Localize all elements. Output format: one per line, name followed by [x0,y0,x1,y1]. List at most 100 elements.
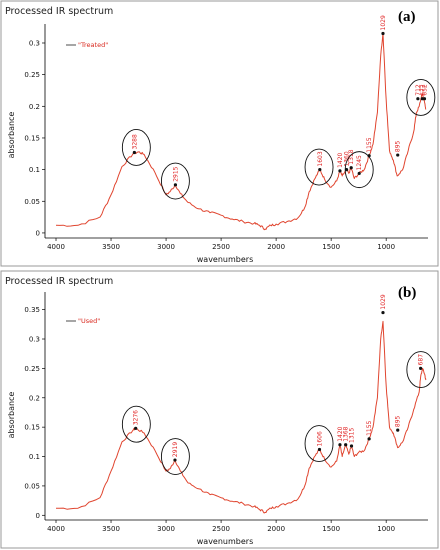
plot-area: 0 0.05 0.1 0.15 0.2 0.25 0.3 0.35 4000 3500 3000 25… [24,292,436,533]
y-tick-label: 0.3 [29,39,40,47]
y-tick-label: 0.05 [24,198,40,206]
peak-marker [317,447,322,452]
peak-label: 1318 [348,149,355,164]
peak-marker [349,444,354,448]
x-tick-label: 4000 [47,525,65,533]
x-axis-label: wavenumbers [197,255,254,264]
peak-marker [422,97,427,101]
peak-label: 672 [419,84,426,96]
x-tick-label: 1500 [322,525,340,533]
peak-marker [338,169,342,173]
x-tick-label: 3500 [102,525,120,533]
peak-marker [318,168,322,172]
peak-marker [173,183,178,187]
y-tick-label: 0.3 [29,336,40,344]
peak-label: 1368 [343,426,350,441]
peak-label: 895 [395,415,402,427]
peak-label: 1245 [356,155,363,170]
x-tick-label: 2000 [267,525,285,533]
y-tick-label: 0.35 [24,306,40,314]
peak-circle [304,148,334,186]
peak-label: 2919 [172,442,179,457]
peak-marker [338,443,342,447]
peak-circle [304,425,334,463]
x-axis-label: wavenumbers [197,537,254,546]
x-tick-label: 2500 [212,243,230,251]
spectrum-line [55,320,427,514]
peak-circle [160,162,190,200]
peak-label: 1606 [317,431,324,446]
peak-marker [381,31,385,36]
plot-area: 0 0.05 0.1 0.15 0.2 0.25 0.3 4000 3500 3000 2500 20… [24,15,436,251]
peak-label: 1155 [366,137,373,152]
peak-marker [349,166,353,170]
peak-marker [367,437,371,441]
peak-marker [419,366,423,370]
x-tick-label: 3000 [157,243,175,251]
y-axis-label: absorbance [7,112,16,159]
peak-circle [406,351,436,389]
peak-marker [416,97,420,101]
peak-marker [132,150,136,155]
y-tick-label: 0 [36,512,40,520]
peak-label: 1360 [344,151,351,166]
peak-label: 1029 [380,15,387,30]
peak-marker [420,97,424,101]
panel-title: Processed IR spectrum [5,276,113,287]
x-tick-label: 2500 [212,525,230,533]
x-tick-label: 2000 [267,243,285,251]
spectrum-panel-treated: Processed IR spectrum (a) "Treated" wave… [0,0,439,267]
panel-title: Processed IR spectrum [5,6,113,17]
peak-label: 687 [418,354,425,366]
peak-label: 3276 [133,410,140,425]
y-axis-label: absorbance [7,392,16,439]
peak-marker [381,310,385,315]
panel-label: (b) [398,285,416,301]
peak-label: 2915 [172,166,179,181]
spectrum-panel-used: Processed IR spectrum (b) "Used" wavenum… [0,270,439,549]
peak-marker [344,168,349,172]
y-tick-label: 0.1 [29,453,40,461]
peak-marker [357,171,361,176]
peak-label: 1420 [337,426,344,441]
x-tick-label: 1500 [322,243,340,251]
x-tick-label: 1000 [377,243,395,251]
peak-marker [396,153,400,157]
peak-marker [134,426,138,430]
peak-marker [173,458,177,462]
y-tick-label: 0.25 [24,365,40,373]
peak-marker [396,428,400,432]
peak-circle [121,405,151,443]
y-tick-label: 0.2 [29,394,40,402]
peak-circle [406,78,436,116]
y-tick-label: 0 [36,229,40,237]
y-tick-label: 0.15 [24,134,40,142]
y-tick-label: 0.1 [29,166,40,174]
x-tick-label: 4000 [47,243,65,251]
y-tick-label: 0.25 [24,71,40,79]
x-tick-label: 3000 [157,525,175,533]
peak-label: 1155 [366,420,373,435]
peak-label: 712 [415,84,422,96]
panel-frame [0,270,439,549]
x-tick-label: 3500 [102,243,120,251]
y-tick-label: 0.15 [24,424,40,432]
legend-entry: "Treated" [78,41,108,49]
peak-label: 3288 [131,134,138,149]
y-tick-label: 0.05 [24,482,40,490]
peak-label: 1603 [317,151,324,166]
panel-label: (a) [398,9,416,25]
peak-label: 895 [395,140,402,152]
peak-label: 652 [422,84,429,96]
peak-circle [121,129,151,166]
legend-entry: "Used" [78,317,100,325]
peak-circle [344,151,374,189]
x-tick-label: 1000 [377,525,395,533]
peak-marker [344,443,348,447]
y-tick-label: 0.2 [29,103,40,111]
peak-label: 1315 [349,428,356,443]
peak-label: 1029 [380,294,387,309]
peak-circle [160,438,190,475]
peak-label: 1420 [337,152,344,167]
